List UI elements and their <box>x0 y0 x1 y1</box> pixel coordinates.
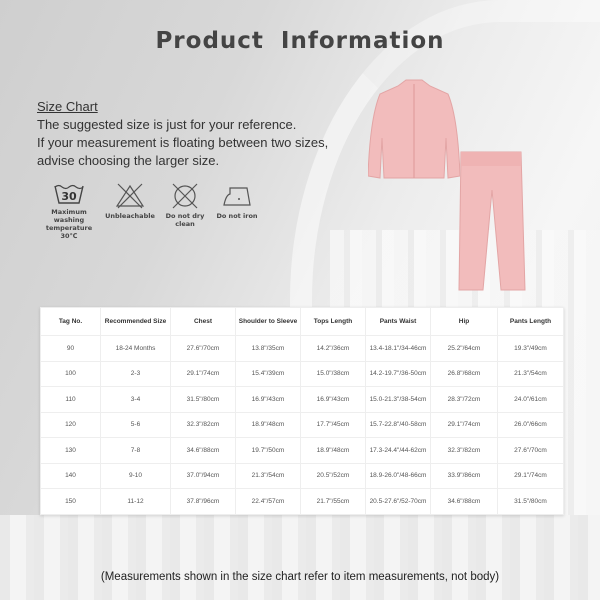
table-cell: 18.9-26.0"/48-66cm <box>365 462 431 489</box>
column-header: Tops Length <box>300 307 366 336</box>
wash-temperature-number: 30 <box>61 190 77 203</box>
table-cell: 22.4"/57cm <box>235 488 301 515</box>
table-cell: 24.0"/61cm <box>497 386 564 413</box>
table-cell: 2-3 <box>100 360 171 387</box>
table-cell: 150 <box>40 488 101 515</box>
column-header: Hip <box>430 307 498 336</box>
table-row: 150 11-12 37.8"/96cm 22.4"/57cm 21.7"/55cm 20… <box>40 488 564 515</box>
table-cell: 29.1"/74cm <box>430 411 498 438</box>
no-bleach-icon <box>115 183 145 209</box>
table-cell: 31.5"/80cm <box>497 488 564 515</box>
table-row: 140 9-10 37.0"/94cm 21.3"/54cm 20.5"/52cm 18.… <box>40 462 564 489</box>
table-cell: 29.1"/74cm <box>497 462 564 489</box>
table-cell: 32.3"/82cm <box>170 411 236 438</box>
table-row: 100 2-3 29.1"/74cm 15.4"/39cm 15.0"/38cm 14.2… <box>40 360 564 387</box>
table-cell: 3-4 <box>100 386 171 413</box>
care-label: Unbleachable <box>105 212 155 220</box>
table-cell: 37.8"/96cm <box>170 488 236 515</box>
column-header: Pants Length <box>497 307 564 336</box>
column-header: Recommended Size <box>100 307 171 336</box>
table-cell: 33.9"/86cm <box>430 462 498 489</box>
table-cell: 20.5"/52cm <box>300 462 366 489</box>
column-header: Chest <box>170 307 236 336</box>
table-cell: 15.0"/38cm <box>300 360 366 387</box>
column-header: Pants Waist <box>365 307 431 336</box>
table-cell: 100 <box>40 360 101 387</box>
page-title: Product Information <box>155 28 445 54</box>
table-cell: 18-24 Months <box>100 335 171 362</box>
background-curtain-bottom <box>0 515 600 600</box>
column-header: Tag No. <box>40 307 101 336</box>
table-cell: 11-12 <box>100 488 171 515</box>
care-wash-30: 30 Maximum washing temperature 30℃ <box>34 183 104 240</box>
table-cell: 140 <box>40 462 101 489</box>
table-cell: 26.8"/68cm <box>430 360 498 387</box>
care-no-dry-clean: Do not dry clean <box>155 183 215 228</box>
no-dry-clean-icon <box>172 183 198 209</box>
table-cell: 20.5-27.6"/52-70cm <box>365 488 431 515</box>
pants-image <box>458 151 526 291</box>
table-row: 110 3-4 31.5"/80cm 16.9"/43cm 16.9"/43cm 15.0… <box>40 386 564 413</box>
table-cell: 34.6"/88cm <box>430 488 498 515</box>
footnote: (Measurements shown in the size chart re… <box>100 571 500 583</box>
table-cell: 16.9"/43cm <box>300 386 366 413</box>
table-cell: 32.3"/82cm <box>430 437 498 464</box>
table-cell: 120 <box>40 411 101 438</box>
table-cell: 9-10 <box>100 462 171 489</box>
size-chart-label: Size Chart <box>37 99 98 114</box>
wash-30-icon: 30 <box>54 184 84 204</box>
table-row: 130 7-8 34.6"/88cm 19.7"/50cm 18.9"/48cm 17.3… <box>40 437 564 464</box>
table-cell: 110 <box>40 386 101 413</box>
table-cell: 28.3"/72cm <box>430 386 498 413</box>
table-cell: 13.4-18.1"/34-46cm <box>365 335 431 362</box>
table-cell: 90 <box>40 335 101 362</box>
care-label: Do not dry clean <box>165 212 205 228</box>
table-cell: 21.3"/54cm <box>235 462 301 489</box>
table-cell: 17.3-24.4"/44-62cm <box>365 437 431 464</box>
jacket-image <box>368 79 460 179</box>
table-cell: 34.6"/88cm <box>170 437 236 464</box>
table-cell: 15.7-22.8"/40-58cm <box>365 411 431 438</box>
table-cell: 14.2-19.7"/36-50cm <box>365 360 431 387</box>
table-cell: 21.3"/54cm <box>497 360 564 387</box>
table-row: 90 18-24 Months 27.6"/70cm 13.8"/35cm 14.2"/… <box>40 335 564 362</box>
table-cell: 14.2"/36cm <box>300 335 366 362</box>
advice-line: advise choosing the larger size. <box>37 153 220 168</box>
care-label: Maximum washing temperature 30℃ <box>45 208 93 240</box>
table-cell: 21.7"/55cm <box>300 488 366 515</box>
care-no-iron: Do not iron <box>212 183 262 220</box>
table-cell: 130 <box>40 437 101 464</box>
care-no-bleach: Unbleachable <box>105 183 155 220</box>
table-cell: 31.5"/80cm <box>170 386 236 413</box>
advice-line: The suggested size is just for your refe… <box>37 117 297 132</box>
size-advice: The suggested size is just for your refe… <box>37 116 337 170</box>
table-cell: 19.3"/49cm <box>497 335 564 362</box>
size-chart-table: Tag No. Recommended Size Chest Shoulder to … <box>40 307 564 515</box>
table-cell: 19.7"/50cm <box>235 437 301 464</box>
table-row: 120 5-6 32.3"/82cm 18.9"/48cm 17.7"/45cm 15.7… <box>40 411 564 438</box>
table-cell: 29.1"/74cm <box>170 360 236 387</box>
column-header: Shoulder to Sleeve <box>235 307 301 336</box>
table-cell: 27.6"/70cm <box>497 437 564 464</box>
table-cell: 26.0"/66cm <box>497 411 564 438</box>
table-cell: 13.8"/35cm <box>235 335 301 362</box>
no-iron-icon <box>223 187 251 206</box>
table-cell: 37.0"/94cm <box>170 462 236 489</box>
table-cell: 15.0-21.3"/38-54cm <box>365 386 431 413</box>
table-cell: 16.9"/43cm <box>235 386 301 413</box>
table-cell: 5-6 <box>100 411 171 438</box>
table-cell: 15.4"/39cm <box>235 360 301 387</box>
table-cell: 18.9"/48cm <box>300 437 366 464</box>
table-cell: 7-8 <box>100 437 171 464</box>
table-cell: 27.6"/70cm <box>170 335 236 362</box>
table-cell: 18.9"/48cm <box>235 411 301 438</box>
table-cell: 17.7"/45cm <box>300 411 366 438</box>
advice-line: If your measurement is floating between … <box>37 135 329 150</box>
table-header-row: Tag No. Recommended Size Chest Shoulder to … <box>40 307 564 336</box>
table-cell: 25.2"/64cm <box>430 335 498 362</box>
care-label: Do not iron <box>216 212 258 220</box>
